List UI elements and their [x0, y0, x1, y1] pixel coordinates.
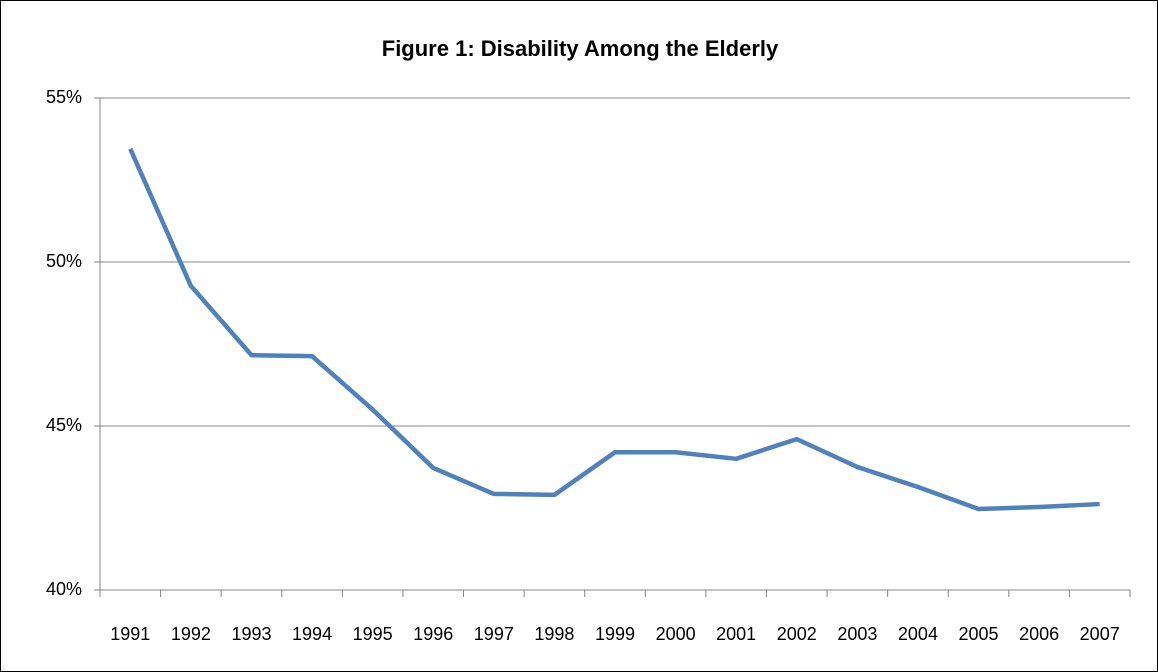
x-tick-label: 2001 — [716, 624, 756, 644]
x-tick-label: 2004 — [898, 624, 938, 644]
x-tick-label: 2003 — [837, 624, 877, 644]
x-tick-label: 2007 — [1080, 624, 1120, 644]
x-tick-label: 1993 — [231, 624, 271, 644]
line-series — [128, 147, 1100, 512]
x-tick-label: 1995 — [353, 624, 393, 644]
y-tick-label: 50% — [46, 251, 82, 271]
y-tick-label: 55% — [46, 87, 82, 107]
x-tick-label: 1997 — [474, 624, 514, 644]
x-tick-label: 1992 — [171, 624, 211, 644]
x-tick-label: 2002 — [777, 624, 817, 644]
x-tick-label: 2006 — [1019, 624, 1059, 644]
chart-title: Figure 1: Disability Among the Elderly — [382, 36, 779, 61]
x-tick-label: 2005 — [959, 624, 999, 644]
y-tick-label: 40% — [46, 579, 82, 599]
x-tick-label: 1991 — [110, 624, 150, 644]
x-tick-label: 2000 — [656, 624, 696, 644]
x-tick-label: 1998 — [534, 624, 574, 644]
y-tick-label: 45% — [46, 415, 82, 435]
x-tick-label: 1999 — [595, 624, 635, 644]
x-tick-label: 1994 — [292, 624, 332, 644]
x-tick-label: 1996 — [413, 624, 453, 644]
